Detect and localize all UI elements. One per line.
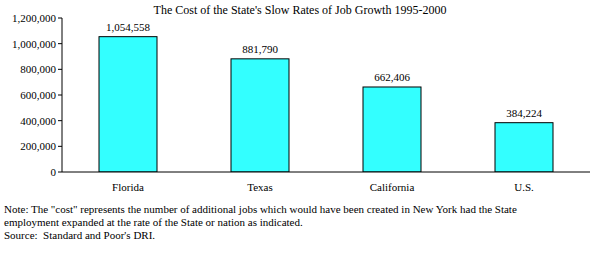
data-label: 662,406 — [374, 71, 410, 83]
data-label: 1,054,558 — [106, 21, 151, 33]
data-label: 881,790 — [242, 43, 278, 55]
y-tick-label: 400,000 — [20, 115, 56, 127]
y-tick-label: 1,000,000 — [12, 38, 57, 50]
x-tick-label: Florida — [112, 181, 144, 193]
bars — [99, 37, 553, 172]
note: employment expanded at the rate of the S… — [4, 216, 303, 228]
x-tick-label: California — [370, 181, 415, 193]
y-tick — [58, 18, 62, 19]
note: Note: The "cost" represents the number o… — [4, 203, 517, 215]
bar — [495, 123, 553, 172]
y-tick-label: 1,200,000 — [12, 12, 57, 24]
y-tick — [58, 120, 62, 121]
y-tick — [58, 172, 62, 173]
y-tick-label: 600,000 — [20, 89, 56, 101]
bar — [363, 87, 421, 172]
y-tick — [58, 69, 62, 70]
x-tick-label: U.S. — [514, 181, 534, 193]
y-tick — [58, 146, 62, 147]
data-label: 384,224 — [506, 107, 542, 119]
x-tick-label: Texas — [247, 181, 273, 193]
chart: The Cost of the State's Slow Rates of Jo… — [0, 0, 598, 262]
y-tick-label: 800,000 — [20, 63, 56, 75]
y-tick-label: 200,000 — [20, 140, 56, 152]
x-axis — [62, 172, 590, 173]
y-tick-label: 0 — [51, 166, 57, 178]
y-tick — [58, 43, 62, 44]
y-axis — [62, 18, 63, 172]
bar — [231, 59, 289, 172]
y-tick — [58, 95, 62, 96]
title: The Cost of the State's Slow Rates of Jo… — [154, 3, 447, 17]
bar — [99, 37, 157, 172]
source: Source: Standard and Poor's DRI. — [4, 229, 155, 241]
